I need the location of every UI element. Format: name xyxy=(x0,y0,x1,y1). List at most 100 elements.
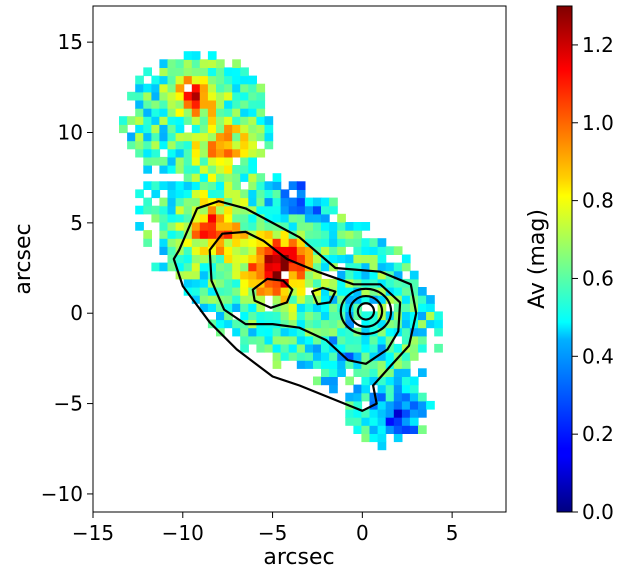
heatmap-cell xyxy=(183,213,193,223)
heatmap-cell xyxy=(240,254,249,264)
heatmap-cell xyxy=(240,100,249,109)
heatmap-cell xyxy=(256,213,266,223)
heatmap-cell xyxy=(361,384,371,394)
heatmap-cell xyxy=(337,343,346,353)
heatmap-cell xyxy=(240,148,249,158)
heatmap-cell xyxy=(280,189,290,199)
heatmap-cell xyxy=(232,124,241,134)
heatmap-cell xyxy=(256,108,266,117)
heatmap-cell xyxy=(167,213,177,223)
heatmap-cell xyxy=(377,270,387,280)
heatmap-cell xyxy=(418,327,427,337)
heatmap-cell xyxy=(361,287,371,296)
heatmap-cell xyxy=(127,91,136,101)
heatmap-cell xyxy=(256,262,266,272)
heatmap-cell xyxy=(183,222,193,231)
heatmap-cell xyxy=(369,238,379,247)
heatmap-cell xyxy=(232,140,241,150)
heatmap-cell xyxy=(313,295,322,304)
heatmap-cell xyxy=(199,197,209,207)
heatmap-cell xyxy=(345,254,354,264)
heatmap-cell xyxy=(321,319,330,329)
heatmap-cell xyxy=(409,327,419,337)
heatmap-cell xyxy=(199,148,209,158)
heatmap-cell xyxy=(135,222,144,231)
heatmap-cell xyxy=(329,222,338,231)
heatmap-cell xyxy=(377,368,387,377)
heatmap-cell xyxy=(207,83,217,93)
heatmap-cell xyxy=(159,262,169,272)
heatmap-cell xyxy=(143,156,152,166)
heatmap-cell xyxy=(248,205,257,215)
heatmap-cell xyxy=(304,246,314,255)
heatmap-cell xyxy=(191,165,201,174)
heatmap-cell xyxy=(183,67,193,77)
heatmap-cell xyxy=(337,246,346,255)
heatmap-cell xyxy=(321,368,330,377)
heatmap-cell xyxy=(191,51,201,60)
heatmap-cell xyxy=(377,319,387,329)
heatmap-cell xyxy=(304,213,314,223)
heatmap-cell xyxy=(159,197,169,207)
heatmap-cell xyxy=(256,100,266,109)
heatmap-cell xyxy=(232,100,241,109)
heatmap-cell xyxy=(313,335,322,345)
contour-line xyxy=(251,277,294,309)
heatmap-cell xyxy=(199,213,209,223)
heatmap-cell xyxy=(256,246,266,255)
heatmap-cell xyxy=(296,197,306,207)
heatmap-cell xyxy=(240,238,249,247)
heatmap-cell xyxy=(199,165,209,174)
heatmap-cell xyxy=(151,108,161,117)
contour-line xyxy=(339,287,393,336)
heatmap-cell xyxy=(321,262,330,272)
heatmap-cell xyxy=(216,156,225,166)
heatmap-cell xyxy=(321,352,330,361)
heatmap-cell xyxy=(224,91,233,101)
heatmap-cell xyxy=(240,246,249,255)
heatmap-cell xyxy=(248,254,257,264)
heatmap-cell xyxy=(418,368,427,377)
heatmap-cell xyxy=(240,311,249,321)
heatmap-cell xyxy=(175,100,185,109)
heatmap-cell xyxy=(256,197,266,207)
heatmap-cell xyxy=(369,409,379,418)
heatmap-cell xyxy=(313,230,322,239)
heatmap-cell xyxy=(393,270,403,280)
heatmap-cell xyxy=(296,230,306,239)
heatmap-cell xyxy=(224,189,233,199)
heatmap-cell xyxy=(409,425,419,434)
heatmap-cell xyxy=(216,213,225,223)
heatmap-cell xyxy=(248,148,257,158)
heatmap-cell xyxy=(304,311,314,321)
heatmap-cell xyxy=(183,100,193,109)
heatmap-cell xyxy=(159,67,169,77)
heatmap-cell xyxy=(377,352,387,361)
heatmap-cell xyxy=(280,222,290,231)
heatmap-cell xyxy=(143,205,152,215)
heatmap-cell xyxy=(401,327,411,337)
heatmap-cell xyxy=(272,311,282,321)
heatmap-cell xyxy=(321,238,330,247)
heatmap-cell xyxy=(288,295,298,304)
heatmap-cell xyxy=(337,222,346,231)
heatmap-cell xyxy=(248,116,257,125)
heatmap-cell xyxy=(135,91,144,101)
heatmap-cell xyxy=(272,303,282,312)
heatmap-cell xyxy=(256,132,266,142)
heatmap-cell xyxy=(272,262,282,272)
heatmap-cell xyxy=(159,140,169,150)
heatmap-cell xyxy=(224,230,233,239)
heatmap-cell xyxy=(369,287,379,296)
heatmap-cell xyxy=(288,303,298,312)
heatmap-cell xyxy=(313,343,322,353)
heatmap-cell xyxy=(418,303,427,312)
colorbar-tick-label: 1.0 xyxy=(582,111,614,135)
heatmap-cell xyxy=(207,222,217,231)
heatmap-cell xyxy=(232,181,241,190)
heatmap-cell xyxy=(409,409,419,418)
heatmap-cell xyxy=(224,270,233,280)
heatmap-cell xyxy=(296,238,306,247)
heatmap-cell xyxy=(159,116,169,125)
heatmap-cell xyxy=(401,376,411,386)
